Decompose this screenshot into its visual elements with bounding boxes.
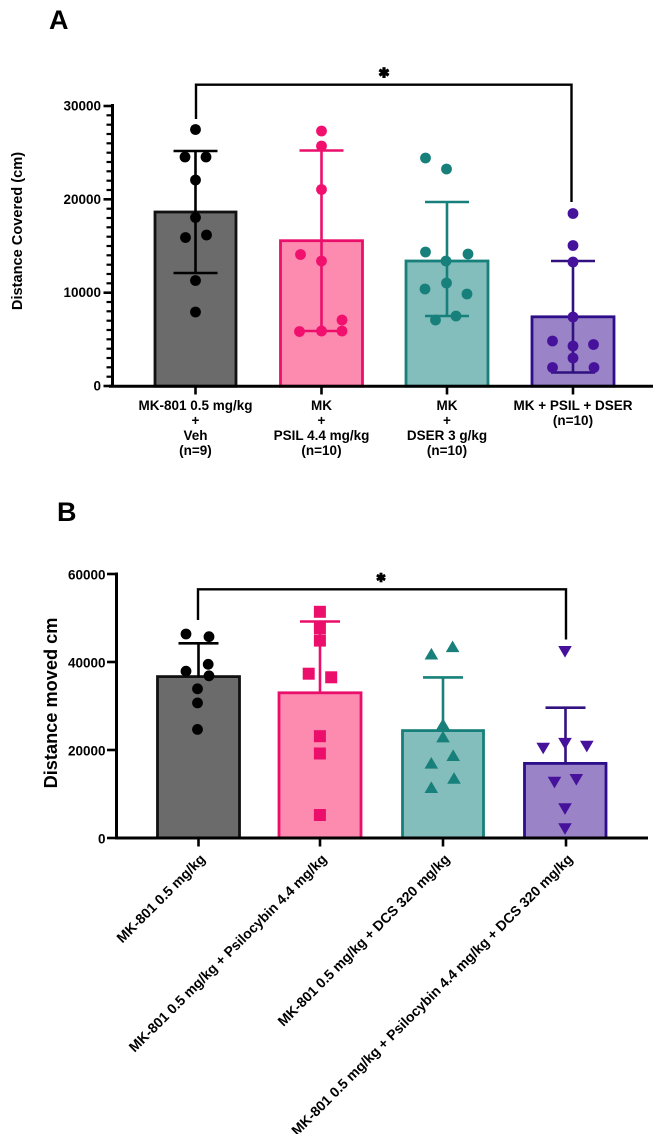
svg-text:20000: 20000 bbox=[63, 192, 101, 207]
svg-text:60000: 60000 bbox=[68, 568, 106, 583]
svg-text:(n=10): (n=10) bbox=[427, 443, 467, 458]
svg-text:MK + PSIL + DSER: MK + PSIL + DSER bbox=[513, 398, 632, 413]
svg-text:40000: 40000 bbox=[68, 656, 106, 671]
svg-text:0: 0 bbox=[93, 379, 101, 394]
svg-text:(n=9): (n=9) bbox=[179, 443, 212, 458]
svg-text:Distance moved cm: Distance moved cm bbox=[41, 618, 61, 789]
svg-text:PSIL 4.4 mg/kg: PSIL 4.4 mg/kg bbox=[274, 428, 370, 443]
svg-text:+: + bbox=[443, 413, 451, 428]
svg-text:DSER 3 g/kg: DSER 3 g/kg bbox=[407, 428, 487, 443]
svg-text:MK: MK bbox=[437, 398, 458, 413]
svg-text:B: B bbox=[57, 497, 77, 527]
svg-text:Distance Covered (cm): Distance Covered (cm) bbox=[10, 152, 26, 310]
svg-text:Veh: Veh bbox=[183, 428, 207, 443]
svg-text:MK: MK bbox=[311, 398, 332, 413]
svg-text:10000: 10000 bbox=[63, 285, 101, 300]
svg-text:MK-801 0.5 mg/kg: MK-801 0.5 mg/kg bbox=[138, 398, 252, 413]
svg-text:0: 0 bbox=[98, 832, 106, 847]
svg-text:A: A bbox=[49, 5, 69, 35]
svg-text:(n=10): (n=10) bbox=[553, 413, 593, 428]
svg-text:+: + bbox=[192, 413, 200, 428]
svg-text:20000: 20000 bbox=[68, 744, 106, 759]
svg-text:+: + bbox=[318, 413, 326, 428]
svg-text:30000: 30000 bbox=[63, 99, 101, 114]
svg-text:(n=10): (n=10) bbox=[301, 443, 341, 458]
